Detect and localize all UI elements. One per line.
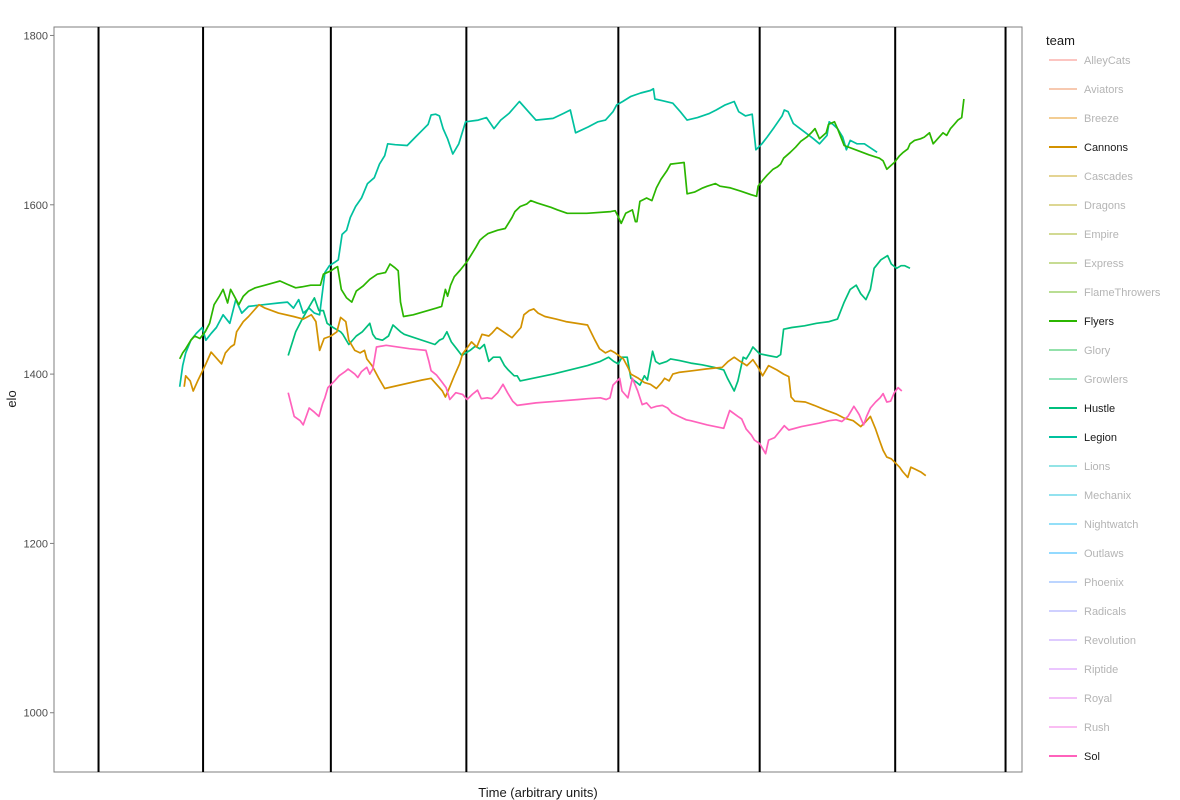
legend-item-alleycats[interactable]: AlleyCats [1049, 55, 1131, 67]
y-tick-label: 1000 [24, 708, 48, 720]
legend-label: Radicals [1084, 606, 1127, 618]
vertical-marker-lines [97, 27, 1007, 772]
series-line-flyers [178, 98, 965, 360]
legend-label: Aviators [1084, 84, 1124, 96]
legend-item-lions[interactable]: Lions [1049, 461, 1111, 473]
series-lines [178, 87, 965, 479]
legend-label: Riptide [1084, 664, 1118, 676]
y-axis: 1000 1200 1400 1600 1800 [24, 30, 54, 720]
y-tick-label: 1600 [24, 200, 48, 212]
legend-item-aviators[interactable]: Aviators [1049, 84, 1124, 96]
legend-label: FlameThrowers [1084, 287, 1161, 299]
legend-label: Cascades [1084, 171, 1133, 183]
legend-item-hustle[interactable]: Hustle [1049, 403, 1115, 415]
legend-label: Express [1084, 258, 1124, 270]
legend-item-flyers[interactable]: Flyers [1049, 316, 1114, 328]
legend-title: team [1046, 33, 1075, 48]
legend-label: Empire [1084, 229, 1119, 241]
legend-item-sol[interactable]: Sol [1049, 751, 1100, 763]
legend-item-nightwatch[interactable]: Nightwatch [1049, 519, 1138, 531]
legend-label: Breeze [1084, 113, 1119, 125]
legend-label: Lions [1084, 461, 1111, 473]
legend-label: Dragons [1084, 200, 1126, 212]
legend-item-revolution[interactable]: Revolution [1049, 635, 1136, 647]
legend-item-dragons[interactable]: Dragons [1049, 200, 1126, 212]
y-tick-label: 1800 [24, 30, 48, 42]
legend-item-express[interactable]: Express [1049, 258, 1124, 270]
legend-label: Hustle [1084, 403, 1115, 415]
legend-label: Nightwatch [1084, 519, 1138, 531]
legend-label: Flyers [1084, 316, 1114, 328]
legend-item-royal[interactable]: Royal [1049, 693, 1112, 705]
legend-item-cannons[interactable]: Cannons [1049, 142, 1129, 154]
y-tick-label: 1200 [24, 538, 48, 550]
legend-label: Phoenix [1084, 577, 1124, 589]
legend-label: Growlers [1084, 374, 1129, 386]
legend-label: Sol [1084, 751, 1100, 763]
legend-label: Legion [1084, 432, 1117, 444]
plot-panel [53, 26, 1023, 773]
legend-item-flamethrowers[interactable]: FlameThrowers [1049, 287, 1161, 299]
legend-label: Royal [1084, 693, 1112, 705]
legend-item-mechanix[interactable]: Mechanix [1049, 490, 1132, 502]
legend-label: Mechanix [1084, 490, 1132, 502]
legend-label: Outlaws [1084, 548, 1124, 560]
series-line-sol [287, 344, 903, 455]
legend-label: Glory [1084, 345, 1111, 357]
y-axis-title: elo [4, 390, 19, 407]
x-axis-title: Time (arbitrary units) [478, 785, 597, 800]
legend-label: Revolution [1084, 635, 1136, 647]
series-line-cannons [183, 303, 927, 479]
legend-label: Cannons [1084, 142, 1129, 154]
legend-item-phoenix[interactable]: Phoenix [1049, 577, 1124, 589]
legend: team AlleyCats Aviators Breeze Cannons Casca… [1046, 33, 1161, 763]
legend-label: Rush [1084, 722, 1110, 734]
legend-item-outlaws[interactable]: Outlaws [1049, 548, 1124, 560]
legend-item-glory[interactable]: Glory [1049, 345, 1111, 357]
legend-item-empire[interactable]: Empire [1049, 229, 1119, 241]
series-line-legion [178, 87, 878, 387]
legend-item-legion[interactable]: Legion [1049, 432, 1117, 444]
legend-item-growlers[interactable]: Growlers [1049, 374, 1129, 386]
y-tick-label: 1400 [24, 369, 48, 381]
legend-item-riptide[interactable]: Riptide [1049, 664, 1118, 676]
legend-label: AlleyCats [1084, 55, 1131, 67]
legend-item-radicals[interactable]: Radicals [1049, 606, 1127, 618]
legend-item-breeze[interactable]: Breeze [1049, 113, 1119, 125]
legend-item-cascades[interactable]: Cascades [1049, 171, 1133, 183]
legend-item-rush[interactable]: Rush [1049, 722, 1110, 734]
